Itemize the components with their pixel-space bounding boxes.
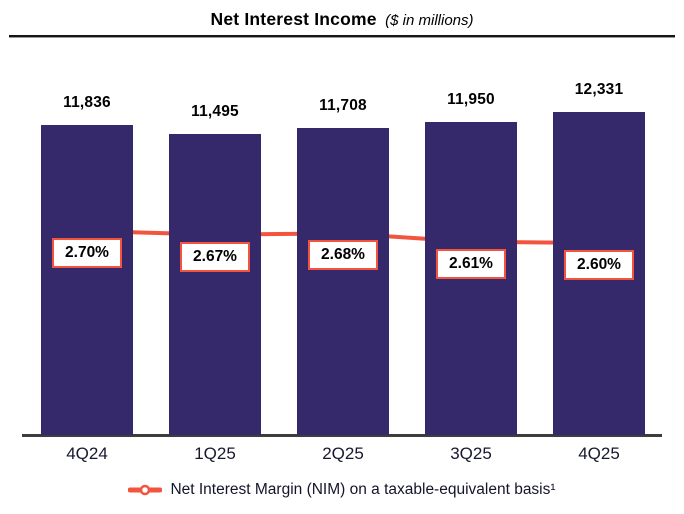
title-divider (9, 35, 675, 37)
nim-value-box: 2.68% (308, 240, 378, 271)
legend-label: Net Interest Margin (NIM) on a taxable-e… (170, 481, 556, 498)
bar-value-label: 11,836 (63, 93, 111, 111)
bar (297, 128, 389, 435)
nim-legend-marker-icon (128, 484, 163, 496)
bar (169, 133, 261, 435)
bar-value-label: 11,495 (191, 102, 239, 120)
chart-title: Net Interest Income ($ in millions) (0, 9, 684, 30)
nim-value-box: 2.67% (180, 241, 250, 272)
nim-value-box: 2.70% (52, 238, 122, 268)
x-axis-label: 3Q25 (450, 444, 492, 463)
x-axis-label: 1Q25 (194, 444, 236, 463)
chart-title-text: Net Interest Income (210, 9, 377, 29)
chart-subtitle-text: ($ in millions) (385, 12, 474, 29)
bar-value-label: 11,950 (447, 90, 495, 108)
legend: Net Interest Margin (NIM) on a taxable-e… (0, 481, 684, 499)
bar (41, 124, 133, 435)
bar-value-label: 12,331 (574, 81, 624, 98)
x-axis-label: 2Q25 (322, 444, 364, 463)
x-axis-label: 4Q24 (66, 444, 108, 463)
x-axis-label: 4Q25 (578, 444, 620, 463)
bar-value-label: 11,708 (319, 97, 367, 115)
x-axis-line (22, 434, 662, 437)
nim-value-box: 2.61% (436, 248, 506, 279)
nim-value-box: 2.60% (564, 250, 634, 280)
